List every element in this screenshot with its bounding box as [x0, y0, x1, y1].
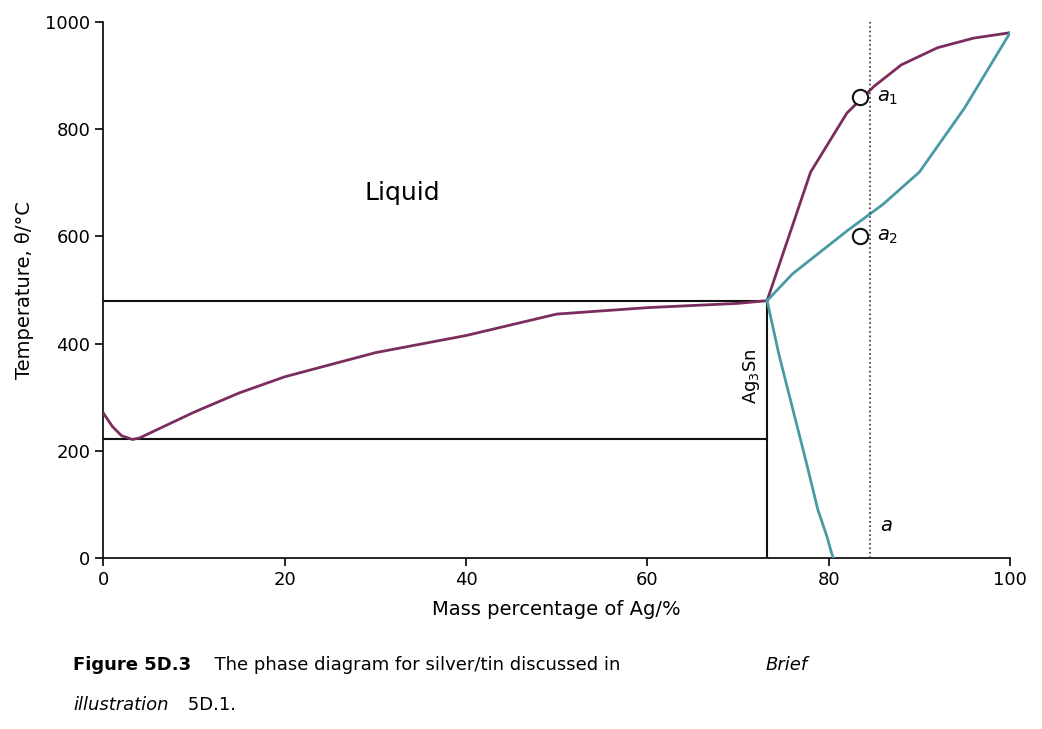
- Text: Liquid: Liquid: [365, 182, 441, 206]
- Text: $a_1$: $a_1$: [876, 87, 898, 106]
- Text: $a_2$: $a_2$: [876, 227, 898, 246]
- Y-axis label: Temperature, θ/°C: Temperature, θ/°C: [15, 201, 34, 379]
- Text: Brief: Brief: [766, 656, 809, 674]
- Text: $a$: $a$: [880, 516, 893, 535]
- Text: Ag$_3$Sn: Ag$_3$Sn: [741, 348, 762, 404]
- X-axis label: Mass percentage of Ag/%: Mass percentage of Ag/%: [432, 600, 681, 619]
- Text: 5D.1.: 5D.1.: [182, 696, 237, 714]
- Text: illustration: illustration: [73, 696, 169, 714]
- Text: Figure 5D.3: Figure 5D.3: [73, 656, 191, 674]
- Text: The phase diagram for silver/tin discussed in: The phase diagram for silver/tin discuss…: [203, 656, 626, 674]
